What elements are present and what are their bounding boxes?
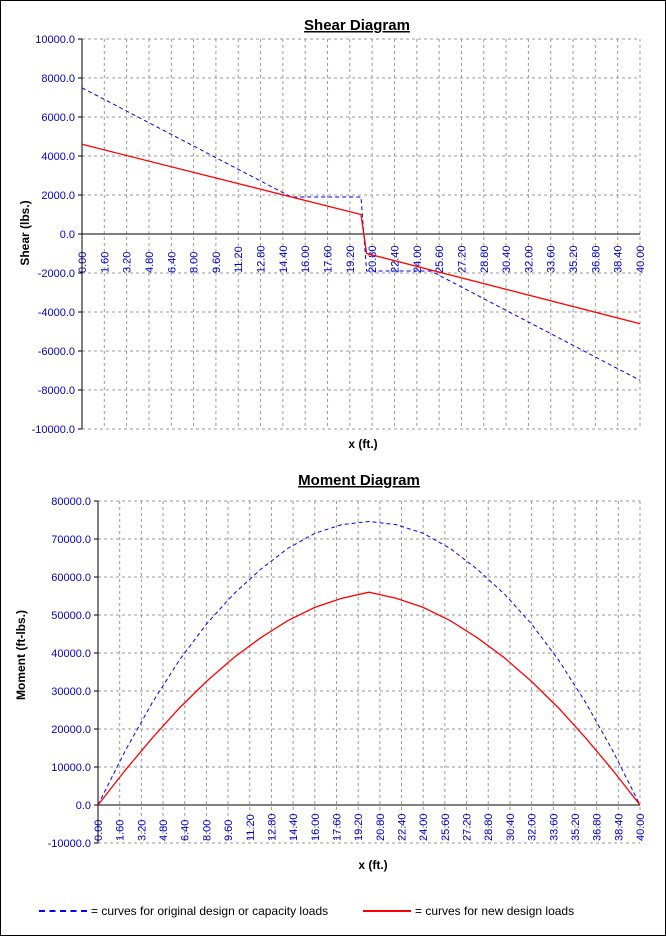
moment-x-tick-label: 20.80	[375, 813, 387, 841]
moment-y-tick-label: 0.0	[76, 800, 91, 812]
legend-item-new: = curves for new design loads	[363, 899, 574, 923]
solid-line-swatch	[363, 910, 411, 912]
shear-y-tick-label: -4000.0	[38, 307, 75, 319]
moment-y-axis-label: Moment (ft-lbs.)	[14, 610, 28, 700]
moment-x-tick-label: 27.20	[462, 813, 474, 841]
moment-x-tick-label: 28.80	[483, 813, 495, 841]
shear-y-tick-label: -2000.0	[38, 268, 75, 280]
shear-y-tick-label: -6000.0	[38, 346, 75, 358]
shear-x-tick-label: 11.20	[233, 246, 245, 273]
shear-x-tick-label: 16.00	[300, 245, 312, 273]
moment-x-tick-label: 11.20	[245, 814, 257, 841]
shear-x-tick-label: 17.60	[323, 245, 335, 273]
moment-x-tick-label: 3.20	[136, 820, 148, 841]
moment-y-tick-label: 40000.0	[51, 648, 91, 660]
moment-x-tick-label: 14.40	[288, 813, 300, 841]
shear-x-tick-label: 27.20	[456, 245, 468, 273]
shear-x-tick-label: 20.80	[367, 245, 379, 273]
moment-x-tick-label: 8.00	[201, 820, 213, 841]
shear-y-axis-label: Shear (lbs.)	[18, 200, 32, 265]
moment-x-tick-label: 4.80	[158, 820, 170, 841]
moment-chart: Moment Diagram Moment (ft-lbs.) x (ft.) …	[14, 472, 647, 872]
moment-x-tick-label: 36.80	[592, 813, 604, 841]
shear-x-tick-label: 40.00	[635, 245, 647, 273]
shear-x-tick-label: 14.40	[278, 245, 290, 273]
moment-x-tick-label: 1.60	[115, 820, 127, 841]
moment-x-tick-label: 33.60	[548, 813, 560, 841]
moment-x-tick-label: 12.80	[266, 813, 278, 841]
dashed-line-swatch	[39, 910, 87, 912]
shear-x-tick-label: 4.80	[144, 252, 156, 273]
shear-x-tick-label: 32.00	[523, 245, 535, 273]
shear-x-tick-label: 6.40	[166, 252, 178, 273]
shear-x-tick-label: 19.20	[345, 245, 357, 273]
shear-y-tick-label: 0.0	[60, 229, 75, 241]
moment-y-tick-label: 10000.0	[51, 762, 91, 774]
shear-x-tick-label: 22.40	[389, 245, 401, 273]
legend-label-new: = curves for new design loads	[415, 904, 575, 918]
shear-y-tick-label: 2000.0	[41, 190, 75, 202]
legend-item-original: = curves for original design or capacity…	[39, 899, 328, 923]
shear-x-axis-label: x (ft.)	[348, 437, 377, 451]
legend-label-original: = curves for original design or capacity…	[91, 904, 329, 918]
shear-x-tick-label: 28.80	[479, 245, 491, 273]
shear-y-tick-label: 10000.0	[35, 34, 75, 46]
moment-y-tick-label: 50000.0	[51, 610, 91, 622]
moment-x-tick-label: 30.40	[505, 813, 517, 841]
legend: = curves for original design or capacity…	[1, 899, 666, 927]
shear-x-tick-label: 1.60	[99, 252, 111, 273]
moment-x-tick-label: 25.60	[440, 813, 452, 841]
moment-x-tick-label: 40.00	[635, 813, 647, 841]
moment-y-tick-label: 30000.0	[51, 686, 91, 698]
moment-x-axis-label: x (ft.)	[358, 858, 387, 872]
moment-original-design-line	[97, 520, 641, 806]
shear-x-tick-label: 3.20	[122, 252, 134, 273]
moment-x-tick-label: 32.00	[527, 813, 539, 841]
moment-x-tick-label: 0.00	[93, 820, 105, 841]
shear-x-tick-label: 12.80	[256, 245, 268, 273]
moment-x-tick-label: 16.00	[310, 813, 322, 841]
moment-plot-area	[98, 501, 640, 843]
moment-x-tick-label: 38.40	[613, 813, 625, 841]
shear-x-tick-label: 25.60	[434, 245, 446, 273]
shear-y-tick-label: -10000.0	[32, 424, 75, 436]
shear-x-tick-label: 33.60	[546, 245, 558, 273]
shear-y-tick-label: 6000.0	[41, 112, 75, 124]
moment-new-design-line	[97, 591, 641, 806]
shear-new-design-line	[81, 143, 641, 325]
shear-y-tick-label: -8000.0	[38, 385, 75, 397]
shear-x-tick-label: 8.00	[189, 252, 201, 273]
moment-x-tick-label: 22.40	[397, 813, 409, 841]
shear-y-tick-label: 4000.0	[41, 151, 75, 163]
shear-chart-title: Shear Diagram	[304, 17, 410, 34]
moment-x-tick-label: 19.20	[353, 813, 365, 841]
moment-chart-title: Moment Diagram	[298, 472, 420, 489]
moment-x-tick-label: 17.60	[331, 813, 343, 841]
shear-x-tick-label: 30.40	[501, 245, 513, 273]
shear-x-tick-label: 24.00	[412, 245, 424, 273]
moment-x-tick-label: 9.60	[223, 820, 235, 841]
moment-y-tick-label: 20000.0	[51, 724, 91, 736]
moment-x-tick-label: 35.20	[570, 813, 582, 841]
shear-x-tick-label: 36.80	[590, 245, 602, 273]
shear-x-tick-label: 38.40	[613, 245, 625, 273]
shear-original-design-line	[81, 87, 641, 381]
shear-x-tick-label: 0.00	[77, 252, 89, 273]
shear-y-tick-label: 8000.0	[41, 73, 75, 85]
moment-y-tick-label: 70000.0	[51, 534, 91, 546]
moment-x-tick-label: 24.00	[418, 813, 430, 841]
shear-x-tick-label: 35.20	[568, 245, 580, 273]
moment-y-tick-label: 80000.0	[51, 496, 91, 508]
moment-y-tick-label: -10000.0	[48, 838, 91, 850]
shear-x-tick-label: 9.60	[211, 252, 223, 273]
moment-x-tick-label: 6.40	[180, 820, 192, 841]
shear-chart: Shear Diagram Shear (lbs.) x (ft.) 0.00 1…	[18, 17, 647, 451]
moment-y-tick-label: 60000.0	[51, 572, 91, 584]
